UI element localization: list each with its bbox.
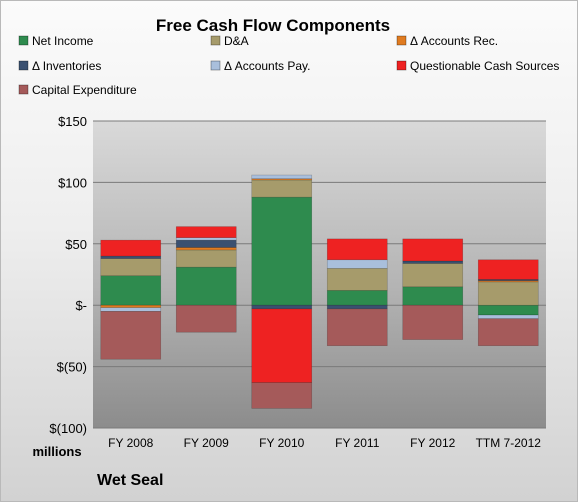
x-tick-label: FY 2011 [335, 436, 380, 450]
bar-segment [326, 308, 388, 347]
bar-segment [175, 249, 237, 268]
y-tick-label: $50 [65, 237, 87, 252]
legend-label: Δ Accounts Rec. [410, 34, 498, 48]
y-tick-label: $(50) [57, 360, 87, 375]
legend-swatch [18, 84, 29, 95]
legend-label: D&A [224, 34, 249, 48]
bar-segment [251, 196, 313, 306]
x-tick-label: FY 2012 [410, 436, 455, 450]
bar-segment [175, 266, 237, 306]
legend-swatch [396, 60, 407, 71]
bar-segment [477, 281, 539, 306]
bar-segment [100, 307, 162, 312]
bar-segment [100, 258, 162, 277]
bar-segment [326, 268, 388, 291]
bar-segment [100, 239, 162, 257]
legend: Net Income D&A Δ Accounts Rec. Δ Inventorie… [18, 34, 559, 97]
legend-swatch [18, 35, 29, 46]
bar-segment [251, 179, 313, 198]
bar-segment [402, 286, 464, 306]
x-tick-label: FY 2010 [259, 436, 304, 450]
y-tick-label: $- [75, 298, 87, 313]
y-tick-label: $(100) [49, 421, 87, 436]
bar-segment [402, 263, 464, 288]
bar-segment [175, 247, 237, 251]
bar-segment [477, 314, 539, 320]
bar-segment [477, 259, 539, 280]
bar-segment [402, 304, 464, 340]
bar-segment [251, 308, 313, 383]
legend-swatch [210, 35, 221, 46]
chart-title: Free Cash Flow Components [156, 16, 390, 35]
bar-segment [326, 304, 388, 310]
legend-swatch [210, 60, 221, 71]
bar-segment [100, 275, 162, 306]
x-tick-label: FY 2008 [108, 436, 153, 450]
bar-segment [100, 255, 162, 259]
legend-label: Net Income [32, 34, 94, 48]
y-axis-unit-label: millions [32, 444, 81, 459]
plot-background [93, 121, 546, 428]
bar-segment [251, 174, 313, 180]
bar-segment [477, 280, 539, 283]
company-name: Wet Seal [97, 472, 163, 489]
x-tick-label: TTM 7-2012 [476, 436, 542, 450]
bar-segment [326, 290, 388, 306]
bar-segment [175, 239, 237, 248]
bar-segment [251, 304, 313, 310]
bar-segment [326, 238, 388, 261]
bar-segment [251, 382, 313, 409]
legend-label: Questionable Cash Sources [410, 59, 559, 73]
legend-label: Δ Inventories [32, 59, 101, 73]
y-tick-label: $150 [58, 114, 87, 129]
bar-segment [175, 304, 237, 333]
bar-segment [326, 259, 388, 269]
legend-swatch [18, 60, 29, 71]
bar-segment [402, 260, 464, 264]
bar-segment [477, 318, 539, 347]
bar-segment [175, 237, 237, 241]
y-tick-label: $100 [58, 175, 87, 190]
bar-segment [100, 304, 162, 308]
legend-label: Δ Accounts Pay. [224, 59, 311, 73]
legend-label: Capital Expenditure [32, 83, 137, 97]
bar-segment [175, 226, 237, 238]
bar-segment [100, 311, 162, 360]
bar-segment [477, 304, 539, 316]
bar-segment [402, 238, 464, 262]
legend-swatch [396, 35, 407, 46]
x-tick-label: FY 2009 [184, 436, 229, 450]
plot-area: $150 $100 $50 $- $(50) $(100) FY 2008 FY 2009 FY… [49, 114, 546, 450]
